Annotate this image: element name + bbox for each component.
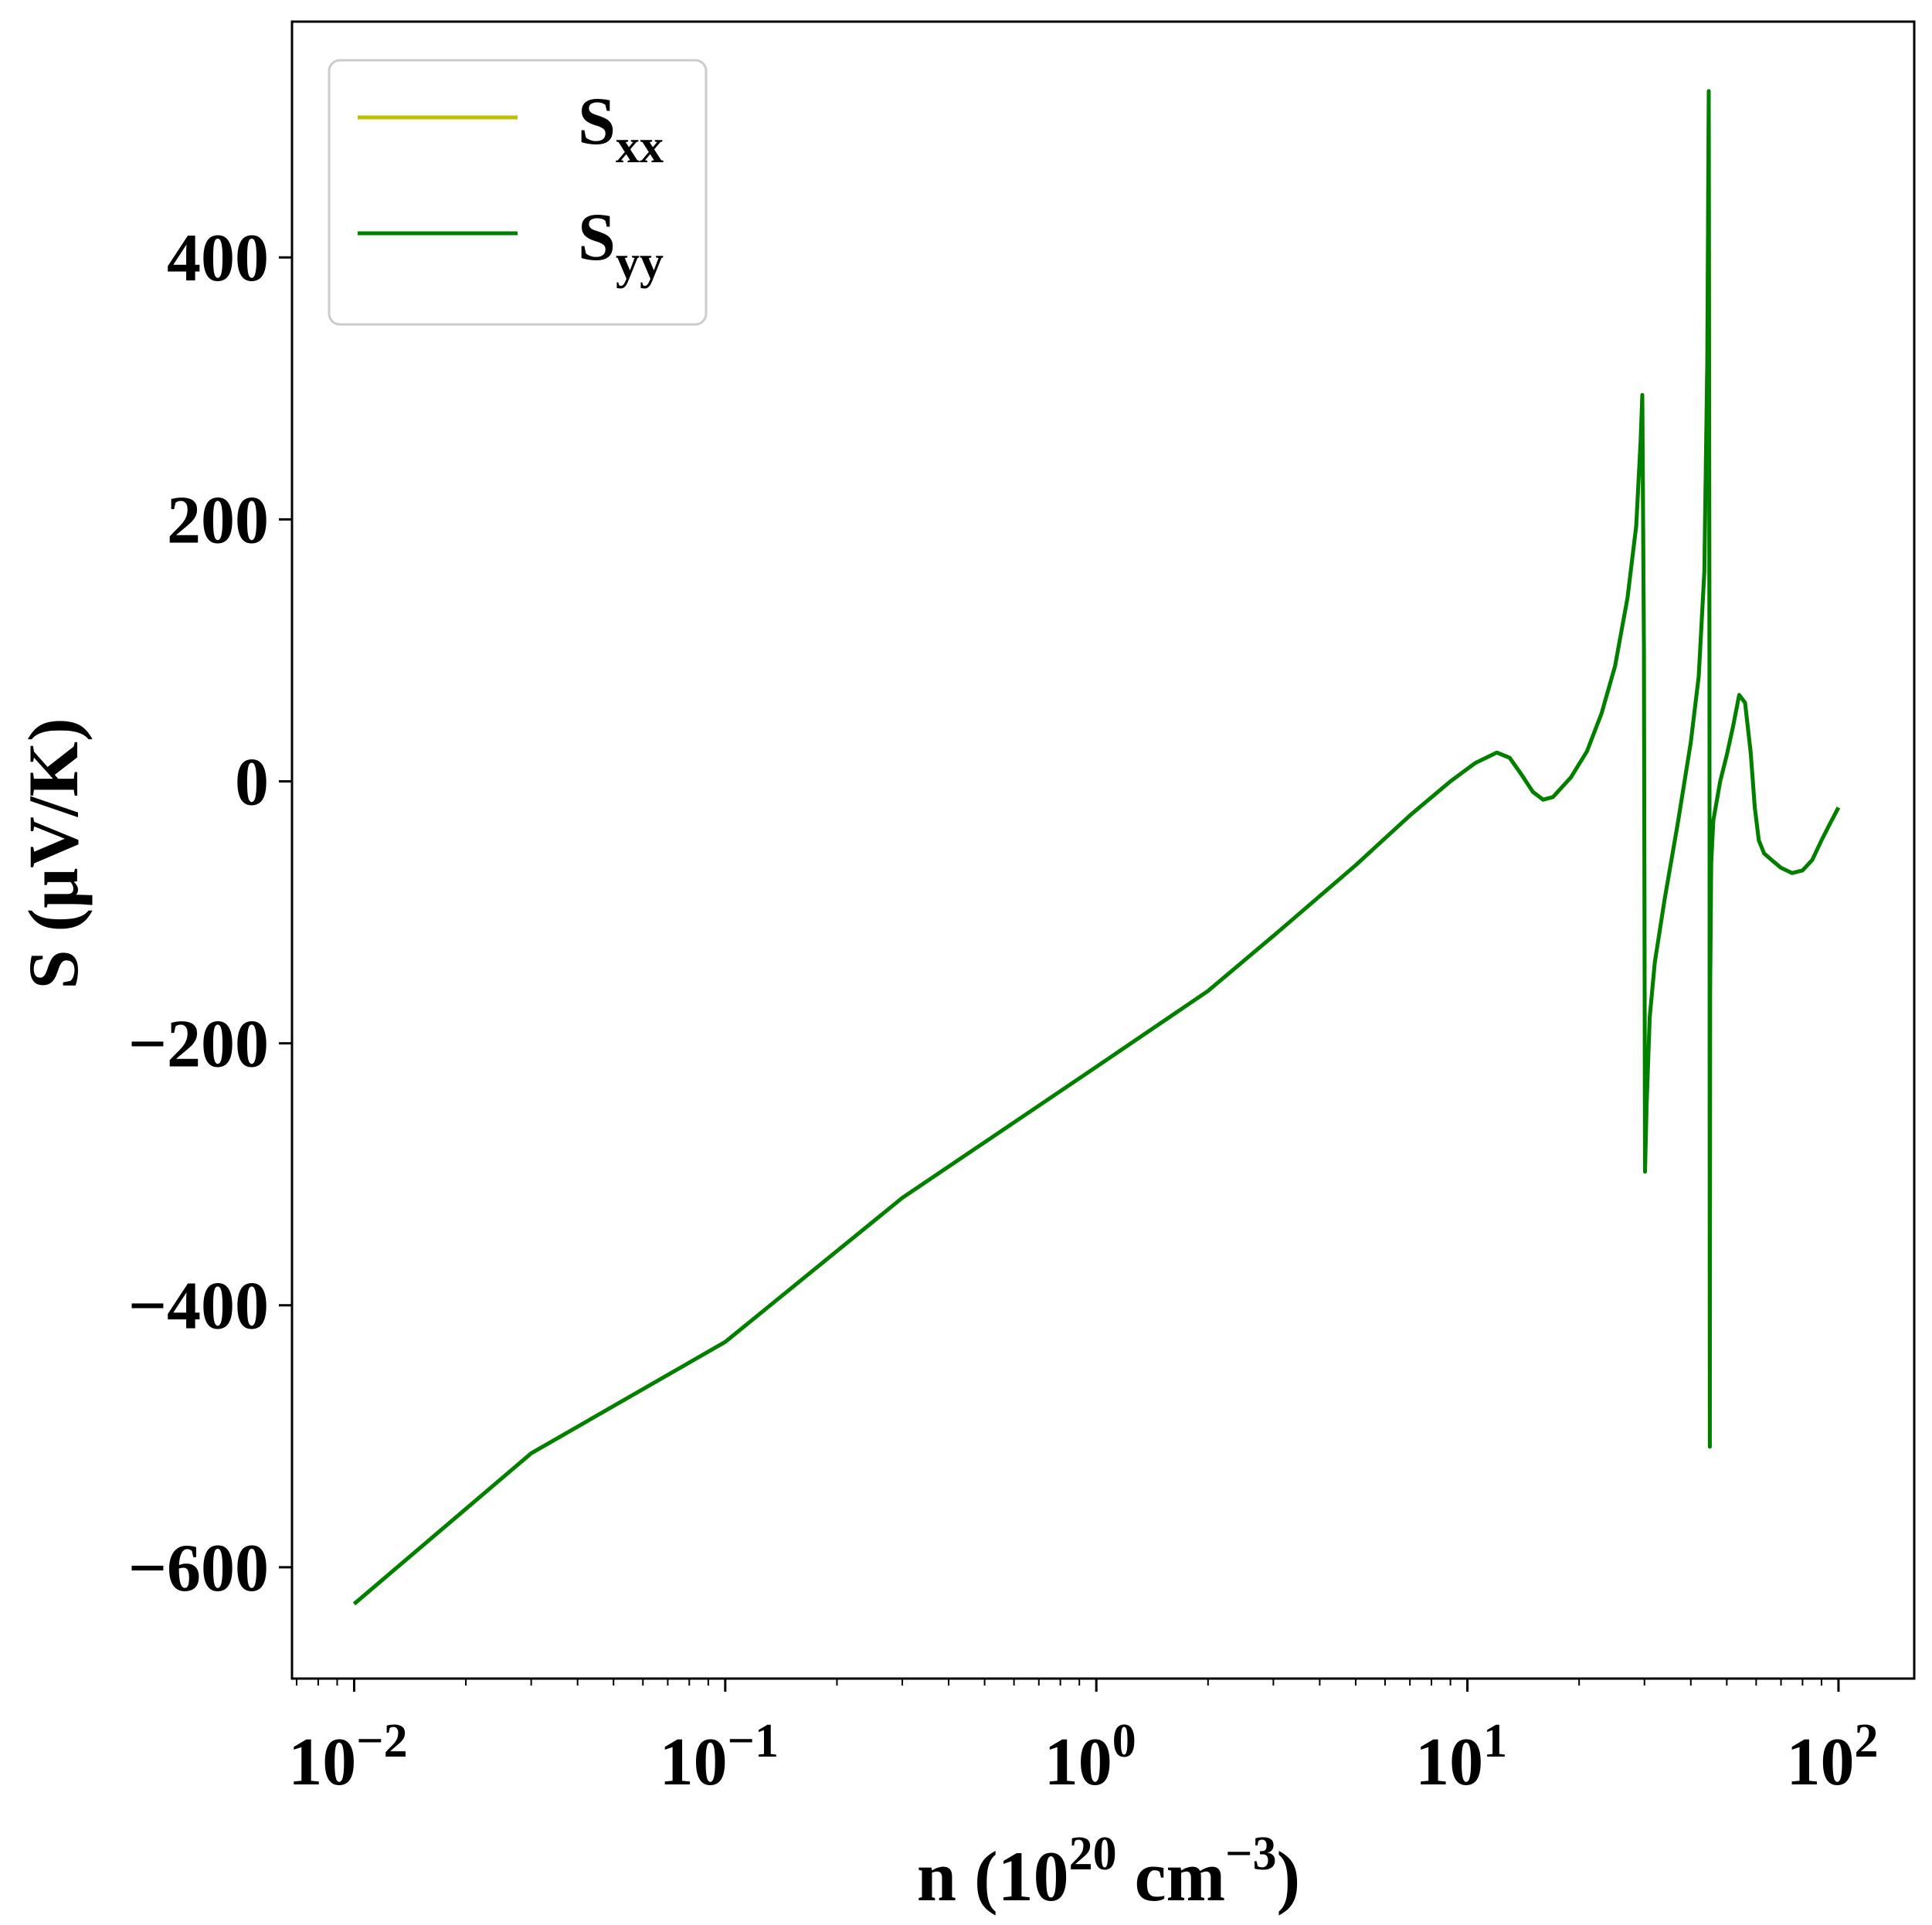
legend-label-sxx-base: S [578, 84, 616, 159]
legend-label-syy-base: S [578, 200, 616, 275]
series-line-yy [352, 89, 1841, 1606]
x-tick-label: 10−1 [660, 1715, 779, 1800]
x-axis-label-main: n (10 [917, 1837, 1069, 1916]
x-tick-label: 102 [1786, 1715, 1878, 1800]
y-tick-label: −200 [128, 1007, 269, 1082]
series-layer [352, 89, 1841, 1606]
x-tick-label: 101 [1415, 1715, 1507, 1800]
x-tick-label: 100 [1044, 1715, 1136, 1800]
legend-label-sxx-sub: xx [616, 121, 664, 173]
legend-box [328, 59, 708, 326]
x-axis-label-sup: 20 [1069, 1828, 1117, 1880]
legend-label-sxx: Sxx [578, 84, 664, 173]
y-axis-label: S (μV/K) [14, 718, 93, 989]
legend: Sxx Syy [328, 59, 708, 326]
y-tick-label: 0 [235, 745, 269, 820]
legend-label-syy: Syy [578, 200, 664, 289]
x-axis-label: n (1020 cm−3) [917, 1828, 1300, 1916]
y-tick-label: −400 [128, 1269, 269, 1344]
x-tick-label: 10−2 [288, 1715, 407, 1800]
x-axis: 10−2 10−1 100 101 102 [288, 1679, 1878, 1800]
x-axis-label-sup2: −3 [1225, 1828, 1276, 1880]
y-tick-label: −600 [128, 1531, 269, 1606]
y-axis: 400 200 0 −200 −400 −600 [128, 221, 292, 1606]
y-tick-label: 400 [167, 221, 269, 296]
plot-frame [290, 20, 1916, 1680]
legend-label-syy-sub: yy [616, 236, 664, 289]
x-axis-label-end: ) [1277, 1837, 1301, 1916]
y-tick-label: 200 [167, 483, 269, 558]
x-axis-label-mid: cm [1117, 1837, 1225, 1916]
